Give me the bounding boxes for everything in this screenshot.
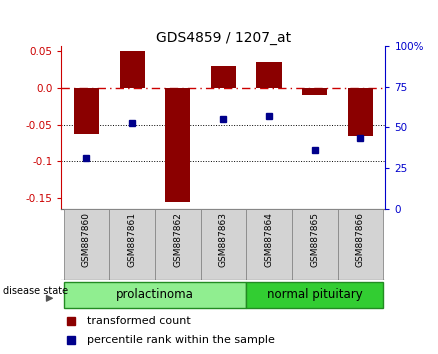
Text: GSM887864: GSM887864	[265, 212, 273, 267]
Polygon shape	[292, 209, 338, 280]
Text: transformed count: transformed count	[87, 316, 191, 326]
Title: GDS4859 / 1207_at: GDS4859 / 1207_at	[156, 31, 291, 45]
Polygon shape	[155, 209, 201, 280]
Text: GSM887862: GSM887862	[173, 212, 182, 267]
Bar	[120, 51, 145, 88]
Text: percentile rank within the sample: percentile rank within the sample	[87, 335, 275, 345]
FancyBboxPatch shape	[64, 282, 246, 308]
Text: GSM887866: GSM887866	[356, 212, 365, 267]
Bar	[302, 88, 327, 95]
Text: disease state: disease state	[3, 286, 68, 296]
Polygon shape	[64, 209, 109, 280]
Bar	[257, 62, 282, 88]
Bar	[165, 88, 190, 201]
Text: normal pituitary: normal pituitary	[267, 287, 363, 301]
Text: GSM887865: GSM887865	[310, 212, 319, 267]
Polygon shape	[109, 209, 155, 280]
Bar	[348, 88, 373, 136]
Text: GSM887861: GSM887861	[127, 212, 137, 267]
Polygon shape	[338, 209, 383, 280]
Text: prolactinoma: prolactinoma	[116, 287, 194, 301]
Polygon shape	[246, 209, 292, 280]
Bar	[211, 66, 236, 88]
Text: GSM887863: GSM887863	[219, 212, 228, 267]
Polygon shape	[201, 209, 246, 280]
FancyBboxPatch shape	[246, 282, 383, 308]
Text: GSM887860: GSM887860	[82, 212, 91, 267]
Bar	[74, 88, 99, 134]
